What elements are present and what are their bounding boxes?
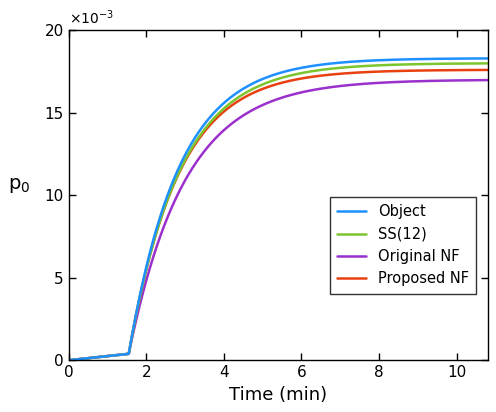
Original NF bbox=[65, 358, 71, 363]
Proposed NF bbox=[255, 88, 261, 93]
Object bbox=[312, 63, 318, 68]
Original NF bbox=[346, 83, 352, 88]
Line: Proposed NF: Proposed NF bbox=[68, 70, 488, 360]
Original NF bbox=[381, 80, 387, 85]
Object bbox=[381, 58, 387, 63]
SS(12) bbox=[485, 61, 491, 66]
SS(12) bbox=[65, 358, 71, 363]
Object bbox=[255, 78, 261, 83]
Y-axis label: p$_0$: p$_0$ bbox=[8, 176, 31, 195]
Proposed NF bbox=[381, 69, 387, 74]
Legend: Object, SS(12), Original NF, Proposed NF: Object, SS(12), Original NF, Proposed NF bbox=[330, 197, 476, 293]
SS(12) bbox=[312, 68, 318, 73]
SS(12) bbox=[174, 176, 180, 180]
Original NF bbox=[255, 105, 261, 110]
Proposed NF bbox=[174, 176, 180, 181]
Object bbox=[346, 59, 352, 64]
Proposed NF bbox=[485, 68, 491, 73]
Object bbox=[65, 358, 71, 363]
SS(12) bbox=[140, 282, 146, 287]
X-axis label: Time (min): Time (min) bbox=[229, 386, 327, 404]
Proposed NF bbox=[65, 358, 71, 363]
Original NF bbox=[485, 77, 491, 82]
Line: Original NF: Original NF bbox=[68, 80, 488, 360]
Object bbox=[140, 280, 146, 285]
Object bbox=[174, 171, 180, 176]
Proposed NF bbox=[140, 281, 146, 286]
Proposed NF bbox=[346, 71, 352, 76]
Text: $\times10^{-3}$: $\times10^{-3}$ bbox=[68, 8, 114, 27]
Original NF bbox=[312, 87, 318, 92]
Line: Object: Object bbox=[68, 59, 488, 360]
Object bbox=[485, 56, 491, 61]
Original NF bbox=[174, 195, 180, 200]
Line: SS(12): SS(12) bbox=[68, 63, 488, 360]
SS(12) bbox=[255, 84, 261, 89]
Proposed NF bbox=[312, 74, 318, 79]
SS(12) bbox=[346, 65, 352, 70]
SS(12) bbox=[381, 63, 387, 68]
Original NF bbox=[140, 291, 146, 296]
